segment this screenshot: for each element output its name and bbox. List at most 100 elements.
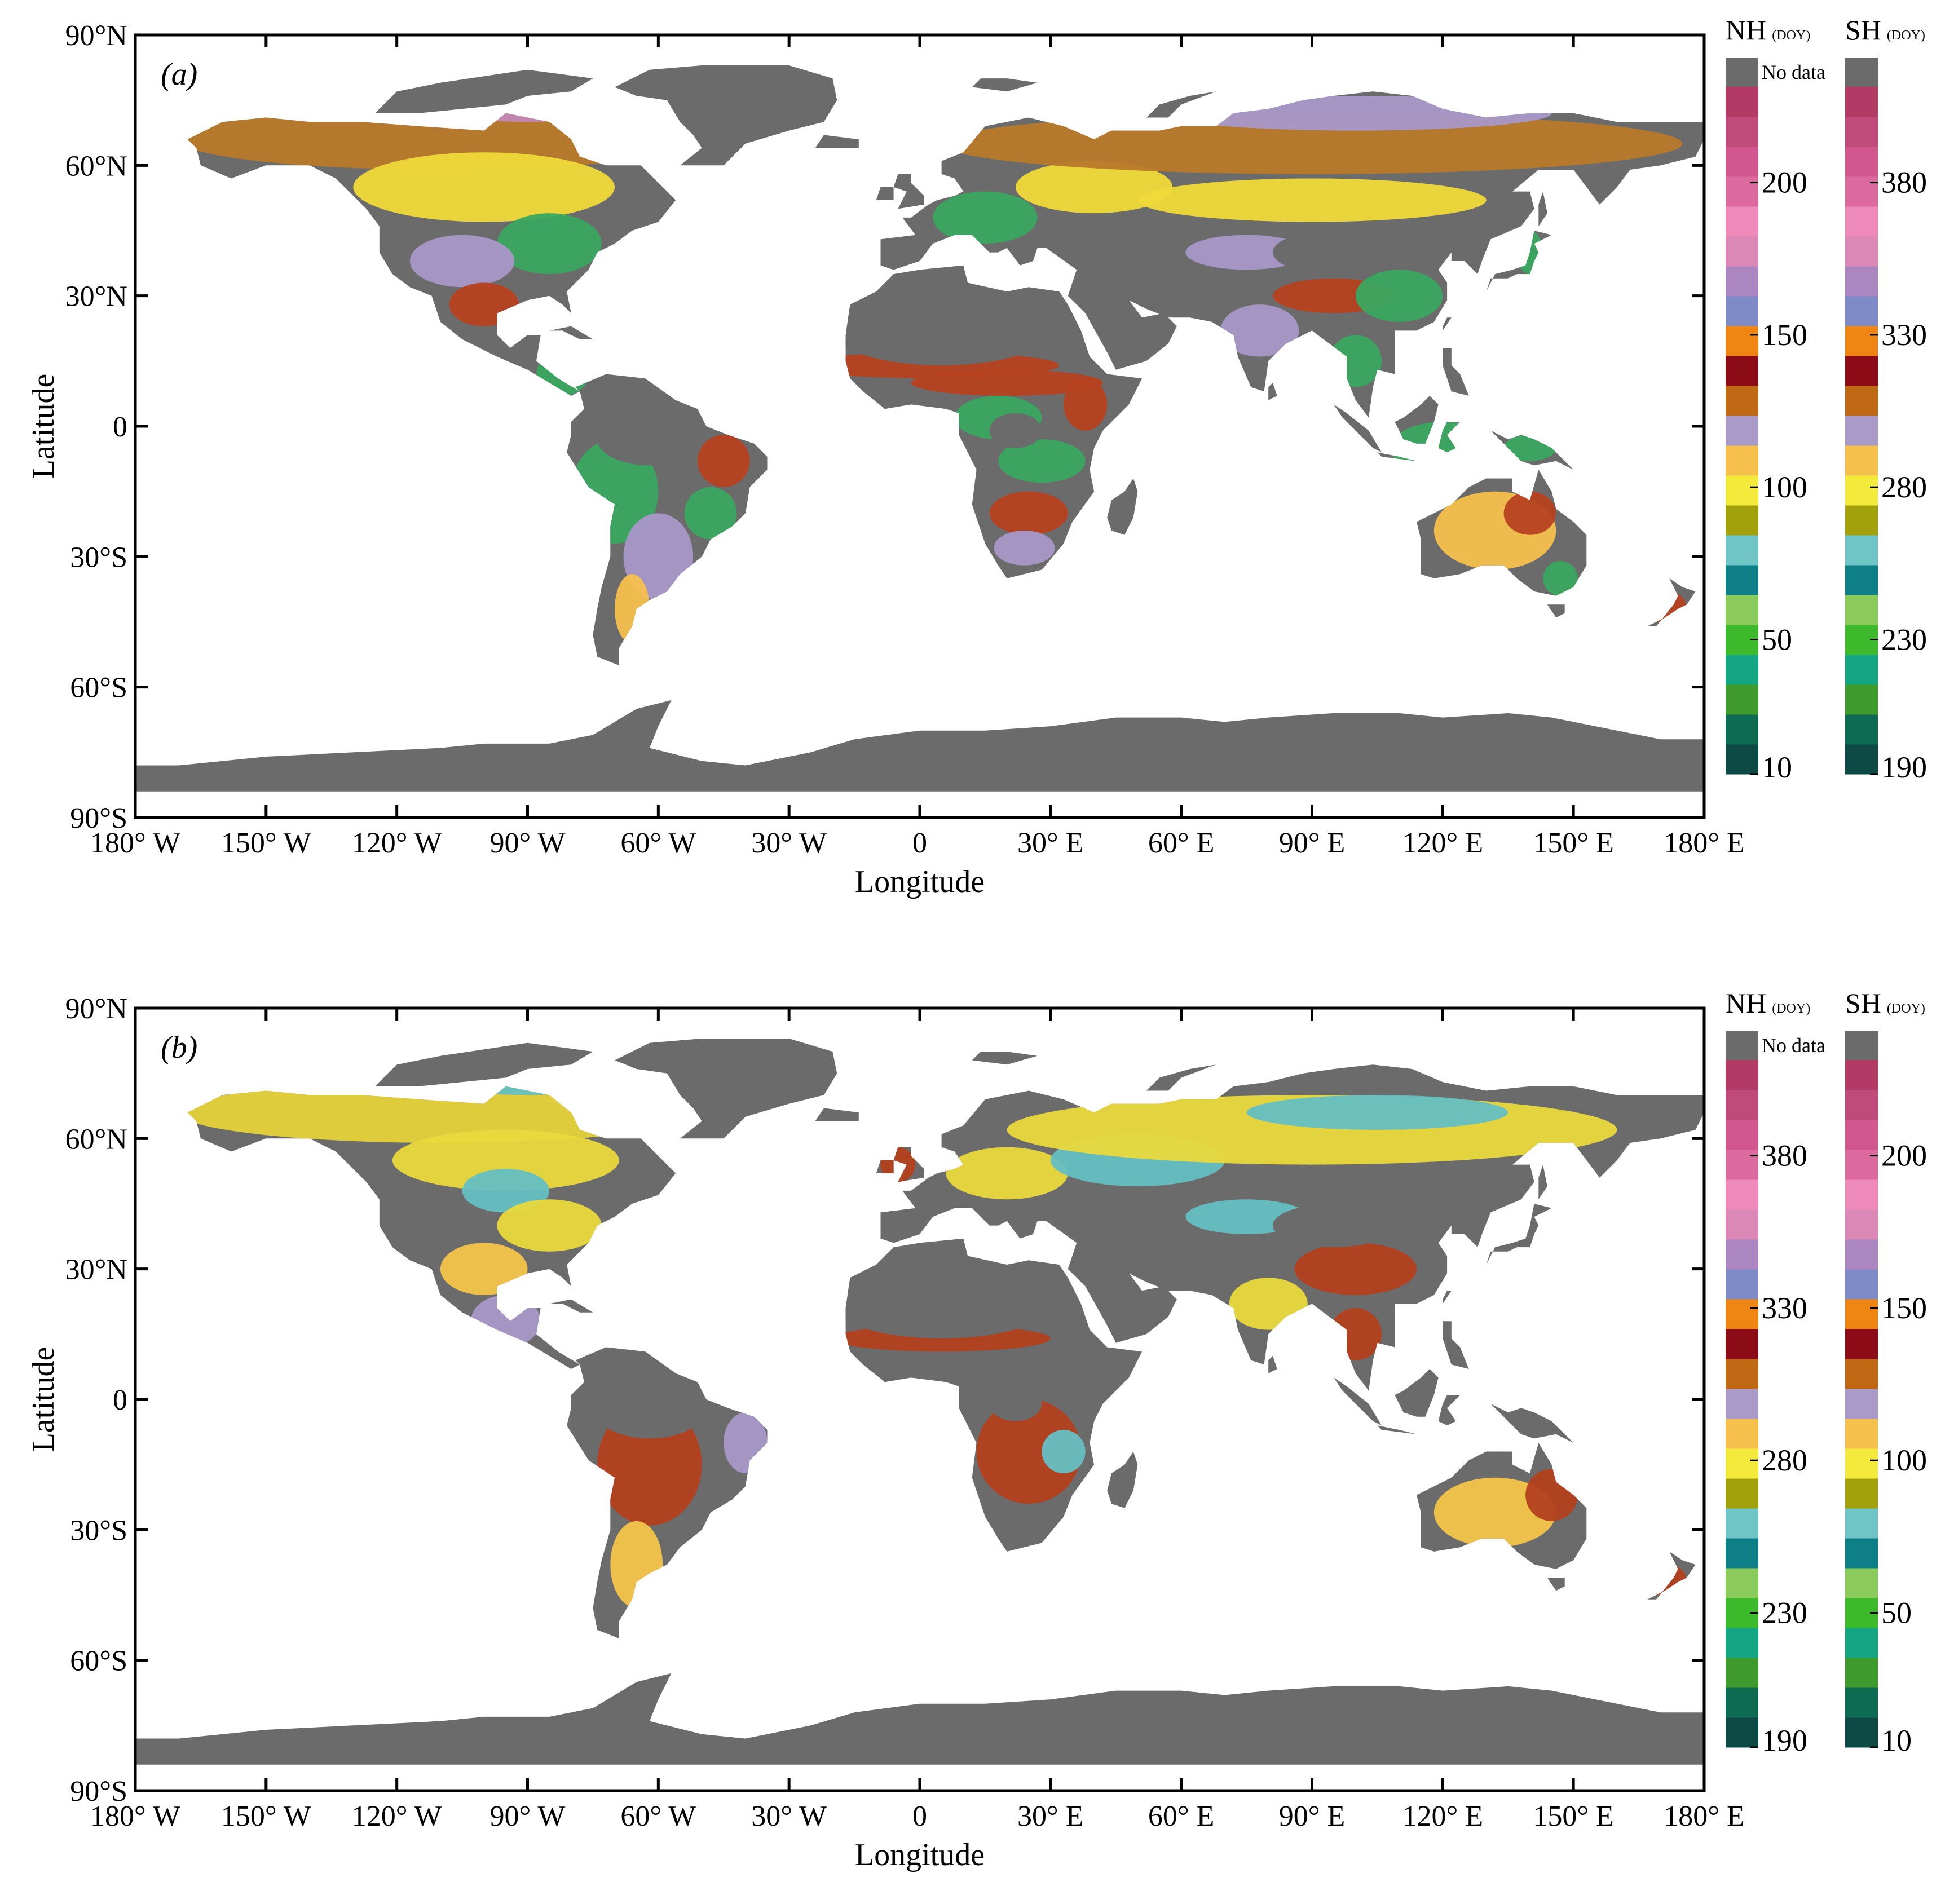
colorbar-swatch <box>1845 684 1878 715</box>
colorbar-swatch <box>1726 744 1758 775</box>
colorbar-title: NH (DOY) <box>1726 14 1810 46</box>
colorbar-swatch <box>1845 1717 1878 1748</box>
colorbar-swatch <box>1726 1090 1758 1120</box>
nodata-arcticIslands1 <box>375 1042 593 1086</box>
y-tick-label: 30°S <box>70 541 127 573</box>
panel-label-open: ( <box>161 1030 173 1065</box>
colorbar-swatch <box>1726 595 1758 625</box>
colorbar-swatch <box>1726 1658 1758 1688</box>
nodata-core <box>832 295 1051 366</box>
colorbar-unit: (DOY) <box>1887 28 1925 43</box>
colorbar-hemisphere: NH <box>1726 14 1766 46</box>
colorbar-swatch <box>1845 655 1878 685</box>
x-axis-title: Longitude <box>855 864 985 899</box>
colorbar-swatch <box>1726 1448 1758 1479</box>
x-axis-title: Longitude <box>855 1837 985 1872</box>
nodata-novayaZemlya <box>1146 91 1216 118</box>
colorbar-swatch <box>1726 1478 1758 1509</box>
land-greatBritain <box>893 174 924 209</box>
colorbar-swatch <box>1726 176 1758 207</box>
colorbar-swatch <box>1845 1687 1878 1718</box>
land-sakhalin <box>1538 1164 1547 1200</box>
zone-sahel <box>911 369 1103 396</box>
colorbar-tick-label: 190 <box>1762 1724 1807 1757</box>
colorbar-swatch <box>1845 1628 1878 1658</box>
colorbar-nodata-swatch <box>1845 1031 1878 1060</box>
land-tasmania <box>1547 1578 1565 1591</box>
colorbar-swatch <box>1845 1150 1878 1180</box>
y-tick-label: 60°N <box>65 150 127 182</box>
colorbar-swatch <box>1726 1329 1758 1359</box>
y-tick-label: 30°S <box>70 1514 127 1547</box>
x-tick-label: 90° W <box>490 827 566 859</box>
colorbar-swatch <box>1726 1060 1758 1090</box>
land-japan <box>1486 1204 1552 1265</box>
colorbar-tick-label: 200 <box>1881 1139 1927 1173</box>
x-tick-label: 60° W <box>620 1800 696 1832</box>
nodata-core <box>1272 1204 1395 1248</box>
land-taiwan <box>1443 317 1452 331</box>
colorbar-swatch <box>1845 87 1878 117</box>
colorbar-tick-label: 330 <box>1881 318 1927 352</box>
colorbar-swatch <box>1726 655 1758 685</box>
nodata-antarctica <box>135 700 1704 792</box>
colorbar-unit: (DOY) <box>1772 28 1810 43</box>
colorbar-swatch <box>1726 87 1758 117</box>
nodata-core <box>597 1386 702 1439</box>
nodata-antarctica <box>135 1673 1704 1765</box>
zone-lilac <box>1220 304 1299 357</box>
colorbar-swatch <box>1845 356 1878 386</box>
colorbar-swatch <box>1726 1299 1758 1329</box>
colorbar-swatch <box>1845 1209 1878 1240</box>
colorbar-swatch <box>1845 1179 1878 1210</box>
colorbar-swatch <box>1726 1419 1758 1449</box>
colorbar-swatch <box>1845 266 1878 297</box>
colorbar-swatch <box>1845 1090 1878 1120</box>
colorbar-swatch <box>1726 1359 1758 1389</box>
x-tick-label: 60° E <box>1148 827 1215 859</box>
colorbar-swatch <box>1845 117 1878 147</box>
x-tick-label: 0 <box>912 1800 927 1832</box>
nodata-arcticIslands1 <box>375 69 593 113</box>
colorbar-swatch <box>1845 1538 1878 1569</box>
x-tick-label: 30° E <box>1017 1800 1084 1832</box>
colorbar-swatch <box>1726 236 1758 267</box>
colorbar-tick-label: 50 <box>1762 623 1792 657</box>
x-tick-label: 30° W <box>751 827 827 859</box>
zone-tropics <box>998 439 1086 483</box>
colorbar-swatch <box>1845 176 1878 207</box>
panel-label-close: ) <box>186 57 198 92</box>
colorbar-swatch <box>1726 1150 1758 1180</box>
zone-tropics <box>684 487 737 540</box>
colorbar-tick-label: 330 <box>1762 1291 1807 1325</box>
x-tick-label: 180° E <box>1664 827 1745 859</box>
x-tick-label: 30° W <box>751 1800 827 1832</box>
panel-label-close: ) <box>186 1030 198 1065</box>
colorbar-swatch <box>1845 535 1878 566</box>
x-tick-label: 120° E <box>1402 1800 1484 1832</box>
x-tick-label: 60° W <box>620 827 696 859</box>
land-sulawesi <box>1438 1395 1461 1426</box>
colorbar-tick-label: 150 <box>1881 1291 1927 1325</box>
colorbar-swatch <box>1726 1687 1758 1718</box>
zone-lilac <box>1185 235 1308 270</box>
colorbar-hemisphere: SH <box>1845 14 1881 46</box>
x-tick-label: 90° E <box>1279 827 1346 859</box>
x-tick-label: 150° E <box>1533 827 1614 859</box>
colorbar-swatch <box>1726 1239 1758 1270</box>
colorbar-tick-label: 100 <box>1762 470 1807 504</box>
colorbar-swatch <box>1726 117 1758 147</box>
zone-sahel <box>697 435 750 487</box>
zone-tropics <box>1294 1243 1417 1295</box>
panel-b: 180° W 150° W 120° W 90° W 60° W 30° W 0 30° E 6… <box>26 987 1927 1872</box>
zone-temperate <box>1016 161 1173 214</box>
colorbar-swatch <box>1845 1508 1878 1539</box>
zone-temperate <box>497 1199 602 1252</box>
colorbar-swatch <box>1726 684 1758 715</box>
land-sakhalin <box>1538 191 1547 227</box>
x-tick-label: 180° W <box>90 827 180 859</box>
panel-a: 180° W 150° W 120° W 90° W 60° W 30° W 0 30° E 6… <box>26 14 1927 899</box>
colorbar-tick-label: 280 <box>1881 470 1927 504</box>
zone-dry <box>1433 1477 1556 1548</box>
zone-sahel <box>989 491 1068 535</box>
